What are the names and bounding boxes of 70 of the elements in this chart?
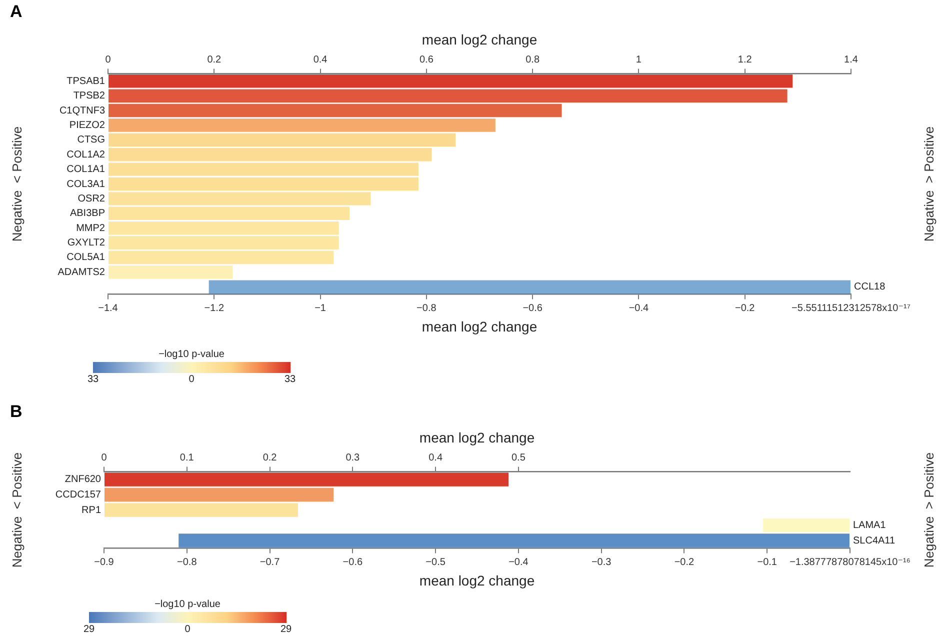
x2-tick-label: 0 (101, 452, 108, 464)
x-tick-label: −0.4 (628, 302, 650, 314)
y-tick-label: PIEZO2 (69, 120, 106, 131)
y-tick-label: COL3A1 (66, 178, 106, 190)
y-tick-label: CCDC157 (55, 489, 102, 500)
x-tick-label: −0.9 (94, 556, 114, 568)
y-tick-label: C1QTNF3 (59, 105, 106, 116)
color-bar-label: 0 (184, 624, 191, 635)
chart-title: B (10, 402, 22, 422)
x2-tick-label: 1 (636, 54, 642, 66)
x-tick-label: −5.55111512312578x10⁻¹⁷ (792, 302, 911, 314)
color-bar-label: 29 (280, 624, 292, 635)
x2-axis-title: mean log2 change (419, 429, 535, 446)
x-tick-label: −0.8 (177, 556, 198, 568)
x-tick-label: −0.5 (426, 556, 446, 568)
color-bar-label: 33 (284, 374, 296, 385)
x-tick-label: −0.6 (522, 302, 543, 314)
x2-tick-label: 0.2 (262, 452, 278, 464)
x2-tick-label: 1.4 (844, 54, 858, 66)
x-tick-label: −1 (314, 302, 326, 314)
x-tick-label: −1.4 (98, 302, 118, 314)
y-tick-label: SLC4A11 (853, 535, 896, 546)
x-tick-label: −0.4 (508, 556, 529, 568)
y-tick-label: OSR2 (78, 193, 106, 204)
color-bar-label: 33 (87, 374, 99, 385)
x2-tick-label: 0.8 (526, 54, 540, 66)
x2-tick-label: 0.5 (511, 452, 526, 464)
y-tick-label: COL1A1 (66, 164, 106, 176)
x-axis-title: mean log2 change (419, 572, 535, 588)
x2-tick-label: 1.2 (738, 54, 752, 66)
y-tick-label: CTSG (77, 134, 106, 146)
x2-tick-label: 0.1 (180, 452, 194, 464)
x-tick-label: −0.1 (757, 556, 778, 568)
x2-axis-title: mean log2 change (422, 31, 538, 48)
x-tick-label: −0.2 (674, 556, 695, 568)
x-tick-label: −0.8 (416, 302, 437, 314)
y-tick-label: ABI3BP (70, 208, 106, 220)
color-bar-label: 29 (83, 624, 95, 635)
y2-axis-title: Negative > Positive (922, 452, 937, 568)
x-tick-label: −0.2 (734, 302, 756, 314)
x2-tick-label: 0.4 (313, 54, 328, 66)
y-tick-label: COL1A2 (66, 149, 106, 160)
x-tick-label: −0.7 (260, 556, 280, 568)
x-tick-label: −0.6 (342, 556, 363, 568)
y-tick-label: ZNF620 (64, 474, 102, 486)
y-tick-label: RP1 (82, 504, 102, 516)
color-bar-title: −log10 p-value (154, 598, 221, 610)
x2-tick-label: 0.6 (419, 54, 434, 66)
y2-axis-title: Negative > Positive (922, 126, 937, 242)
x-axis-title: mean log2 change (422, 318, 538, 334)
y-tick-label: TPSAB1 (66, 76, 106, 87)
x2-tick-label: 0 (105, 54, 112, 66)
y-tick-label: GXYLT2 (67, 238, 106, 249)
chart-title: A (10, 2, 22, 22)
x-tick-label: −0.3 (591, 556, 612, 568)
x-tick-label: −1.38777878078145x10⁻¹⁶ (790, 556, 910, 568)
x2-tick-label: 0.3 (346, 452, 360, 464)
y-tick-label: ADAMTS2 (58, 266, 106, 278)
color-bar-title: −log10 p-value (158, 348, 225, 360)
x-tick-label: −1.2 (204, 302, 224, 314)
y-tick-label: LAMA1 (853, 520, 886, 532)
x2-tick-label: 0.2 (207, 54, 222, 66)
y-axis-title: Negative < Positive (10, 126, 25, 242)
y-tick-label: CCL18 (854, 282, 886, 293)
y-axis-title: Negative < Positive (10, 452, 25, 568)
x2-tick-label: 0.4 (428, 452, 443, 464)
color-bar-label: 0 (188, 374, 195, 385)
y-tick-label: TPSB2 (73, 90, 106, 102)
y-tick-label: MMP2 (76, 222, 106, 234)
y-tick-label: COL5A1 (66, 252, 106, 264)
